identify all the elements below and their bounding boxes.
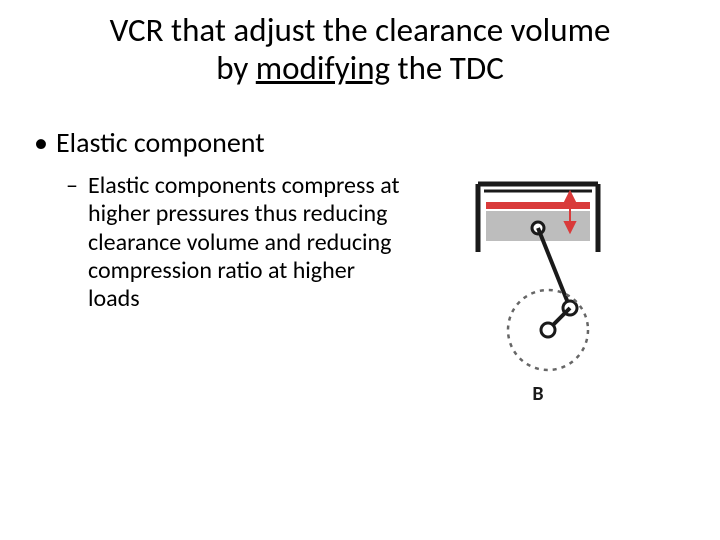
bullet-l2-marker: – <box>66 172 78 200</box>
slide: VCR that adjust the clearance volume by … <box>0 0 720 540</box>
piston-svg <box>440 178 636 414</box>
title-line-2-suffix: the TDC <box>390 48 504 88</box>
figure-label: B <box>440 382 636 406</box>
title-line-1: VCR that adjust the clearance volume <box>110 10 611 50</box>
title-line-2-underlined: modifying <box>256 48 390 88</box>
piston-diagram: B <box>440 178 636 414</box>
bullet-l1-text: Elastic component <box>56 125 265 160</box>
bullet-level-2: – Elastic components compress at higher … <box>88 172 408 314</box>
bullet-l2-text: Elastic components compress at higher pr… <box>88 171 400 313</box>
bullet-level-1: •Elastic component <box>34 126 265 160</box>
slide-title: VCR that adjust the clearance volume by … <box>0 12 720 88</box>
bullet-marker: • <box>34 126 56 160</box>
title-line-2-prefix: by <box>216 48 256 88</box>
